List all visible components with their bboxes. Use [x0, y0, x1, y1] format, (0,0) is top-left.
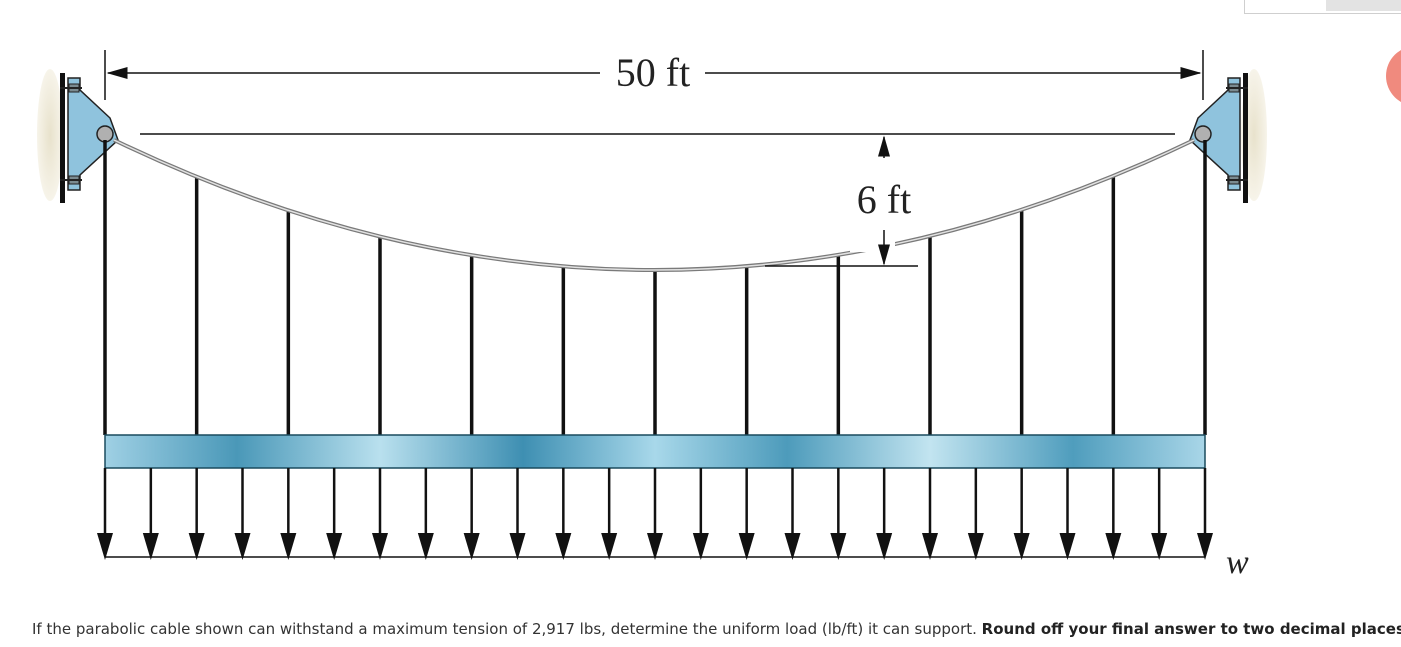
load-arrow [1059, 468, 1076, 560]
sag-gap-mask [850, 230, 895, 252]
deck-beam [104, 434, 1206, 469]
load-arrow [142, 468, 159, 560]
sag-dimension: 6 ft [765, 135, 918, 267]
load-label: w [1226, 544, 1249, 581]
load-arrow [738, 468, 755, 560]
load-arrow [463, 468, 480, 560]
problem-emphasis: Round off your final answer to two decim… [981, 620, 1401, 638]
load-arrow [1151, 468, 1168, 560]
cable-highlight [113, 139, 1195, 271]
load-arrow [188, 468, 205, 560]
left-wall [37, 69, 63, 201]
load-arrow [417, 468, 434, 560]
problem-statement: If the parabolic cable shown can withsta… [32, 620, 1401, 638]
span-label: 50 ft [616, 50, 690, 95]
right-wall-edge [1243, 73, 1248, 203]
load-arrow [922, 468, 938, 560]
right-pin [1194, 125, 1212, 143]
cable-diagram: 50 ft 6 ft w [37, 50, 1267, 581]
load-arrow [830, 468, 847, 560]
load-arrow [372, 468, 388, 560]
load-arrow [280, 468, 297, 560]
right-support [1189, 69, 1267, 203]
load-arrow [509, 468, 526, 560]
load-arrow [326, 468, 343, 560]
load-arrow [1105, 468, 1122, 560]
left-pin [96, 125, 114, 143]
load-arrow [601, 468, 618, 560]
load-arrow [784, 468, 801, 560]
hangers [103, 140, 1207, 435]
distributed-load [97, 468, 1213, 560]
load-arrow [1197, 468, 1213, 560]
left-support [37, 69, 119, 203]
load-arrow [967, 468, 984, 560]
left-bolt-bottom [60, 175, 82, 185]
right-bolt-top [1226, 83, 1248, 93]
floating-action-button[interactable] [1386, 46, 1401, 106]
sag-label: 6 ft [857, 177, 911, 222]
span-dimension: 50 ft [104, 50, 1204, 100]
right-bolt-bottom [1226, 175, 1248, 185]
load-arrow [97, 468, 113, 560]
top-right-tab-button[interactable] [1326, 0, 1401, 11]
load-arrow [234, 468, 251, 560]
left-bolt-top [60, 83, 82, 93]
load-arrow [876, 468, 893, 560]
load-arrow [692, 468, 709, 560]
cable [113, 138, 1195, 272]
load-arrow [555, 468, 572, 560]
left-wall-edge [60, 73, 65, 203]
load-arrow [647, 468, 663, 560]
load-arrow [1013, 468, 1030, 560]
problem-text: If the parabolic cable shown can withsta… [32, 620, 977, 638]
